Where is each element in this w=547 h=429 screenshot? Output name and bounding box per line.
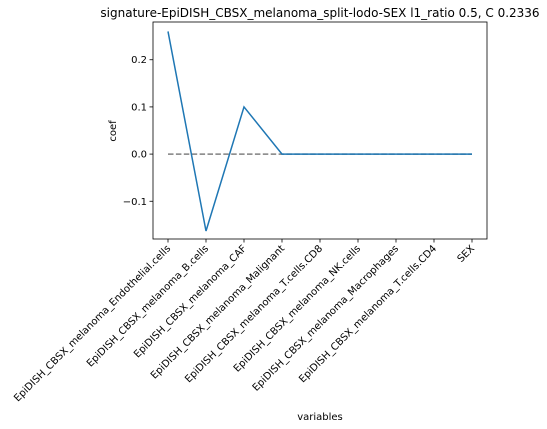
x-tick-label: EpiDISH_CBSX_melanoma_T.cells.CD8 [183, 243, 325, 385]
x-tick-label: EpiDISH_CBSX_melanoma_Endothelial.cells [12, 243, 173, 404]
x-axis: EpiDISH_CBSX_melanoma_Endothelial.cellsE… [12, 239, 477, 404]
x-tick-label: EpiDISH_CBSX_melanoma_Macrophages [251, 243, 401, 393]
series-points [167, 31, 473, 231]
y-tick-label: 0.0 [131, 150, 147, 161]
y-axis-label: coef [108, 120, 119, 142]
x-tick-label: EpiDISH_CBSX_melanoma_Malignant [149, 243, 287, 381]
chart-title: signature-EpiDISH_CBSX_melanoma_split-lo… [100, 6, 539, 20]
x-tick-label: EpiDISH_CBSX_melanoma_T.cells.CD4 [297, 243, 439, 385]
y-tick-label: 0.1 [131, 102, 147, 113]
y-tick-label: 0.2 [131, 55, 147, 66]
y-tick-label: −0.1 [123, 197, 147, 208]
x-tick-label: SEX [456, 243, 478, 265]
y-axis: −0.1 0.0 0.1 0.2 [123, 55, 153, 208]
x-axis-label: variables [297, 412, 343, 423]
plot-area [152, 21, 488, 240]
